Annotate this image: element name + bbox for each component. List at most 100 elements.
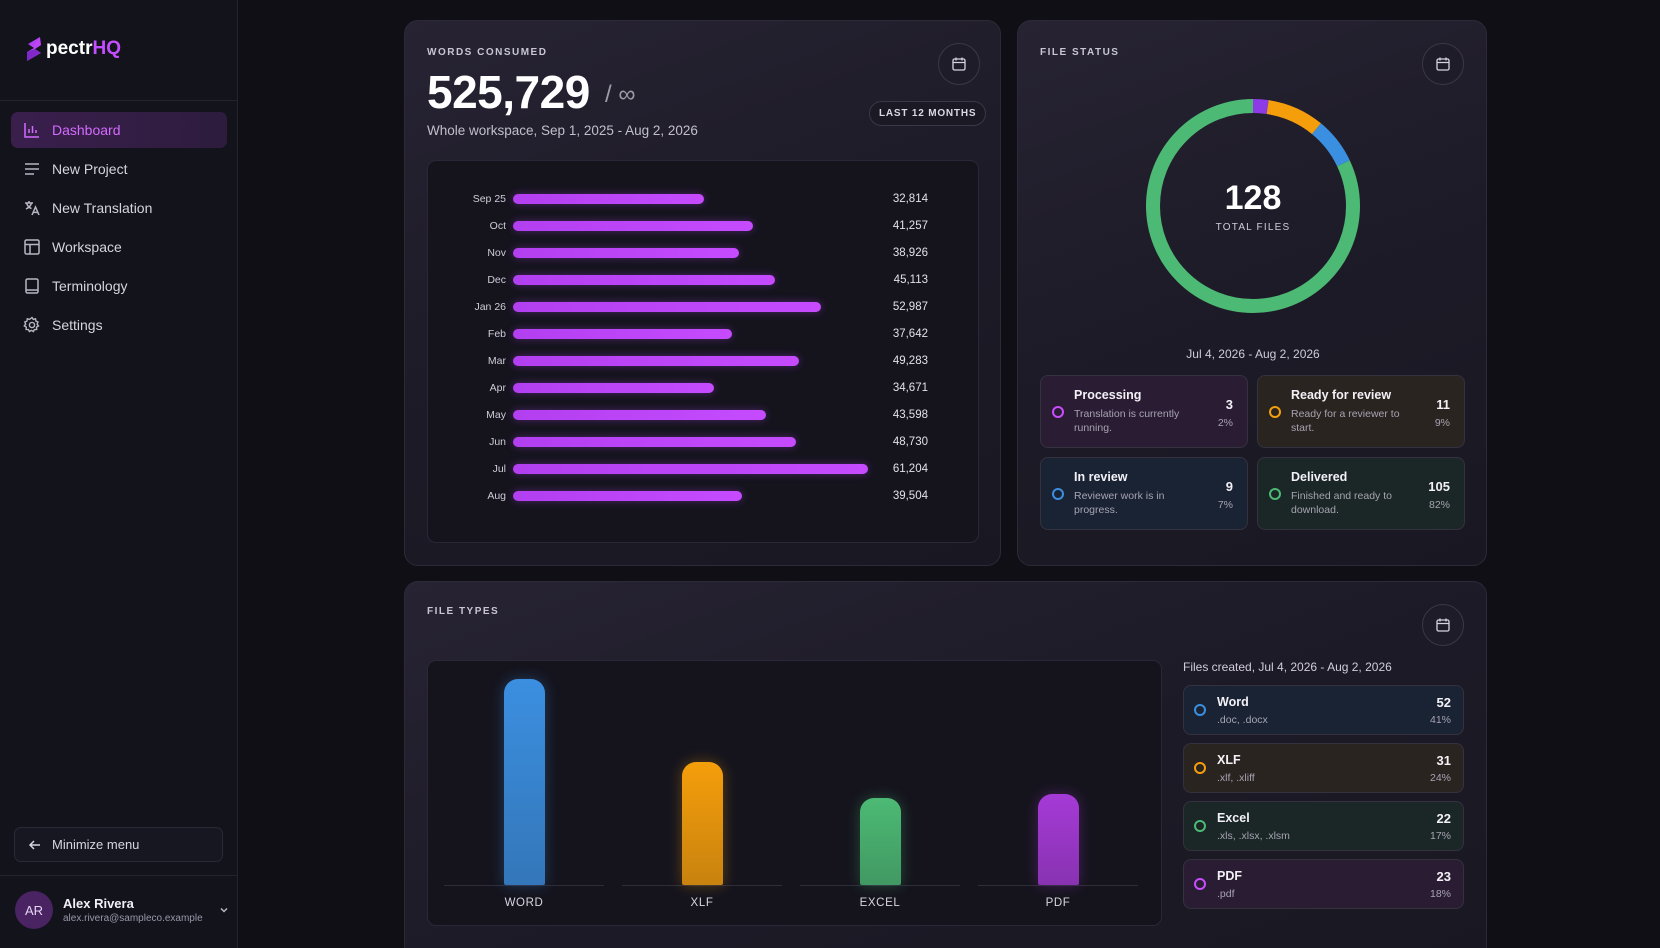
chart-bar[interactable]: [513, 356, 799, 366]
type-card-word[interactable]: Word .doc, .docx 52 41%: [1183, 685, 1464, 735]
calendar-button[interactable]: [1422, 604, 1464, 646]
chart-bar[interactable]: [513, 302, 821, 312]
chart-bar[interactable]: [513, 194, 704, 204]
file-status-donut: [1146, 99, 1360, 313]
chevron-down-icon: [220, 907, 228, 913]
donut-slice[interactable]: [1146, 99, 1360, 313]
type-count: 31: [1436, 753, 1451, 768]
chart-bar[interactable]: [513, 329, 732, 339]
status-count: 105: [1428, 479, 1450, 494]
minimize-menu-button[interactable]: Minimize menu: [14, 827, 223, 862]
chart-tick-label: PDF: [1045, 897, 1071, 909]
user-name: Alex Rivera: [63, 896, 134, 911]
chart-tick-label: Aug: [487, 490, 506, 502]
sidebar-item-workspace[interactable]: Workspace: [11, 229, 227, 265]
sidebar-nav: Dashboard New Project New Translation Wo…: [11, 112, 227, 346]
sidebar-item-dashboard[interactable]: Dashboard: [11, 112, 227, 148]
logo[interactable]: pectr HQ: [24, 34, 121, 64]
chart-tick-label: Feb: [487, 328, 506, 340]
layout-icon: [23, 238, 41, 256]
chart-row: Jun 48,730: [428, 434, 980, 450]
status-card-delivered[interactable]: Delivered Finished and ready to download…: [1257, 457, 1465, 530]
sidebar-item-terminology[interactable]: Terminology: [11, 268, 227, 304]
chart-bar[interactable]: [682, 762, 723, 885]
status-pct: 9%: [1434, 417, 1450, 429]
type-dot-icon: [1194, 820, 1206, 832]
type-card-xlf[interactable]: XLF .xlf, .xliff 31 24%: [1183, 743, 1464, 793]
chart-data-label: 32,814: [892, 193, 928, 205]
chart-bar[interactable]: [513, 464, 868, 474]
chart-bar[interactable]: [513, 491, 742, 501]
donut-center: 128 TOTAL FILES: [1144, 97, 1362, 315]
type-title: Word: [1217, 695, 1249, 709]
chart-tick-label: Dec: [487, 274, 506, 286]
type-title: Excel: [1217, 811, 1250, 825]
words-total: 525,729: [427, 66, 590, 118]
chart-row: Apr 34,671: [428, 380, 980, 396]
status-pct: 2%: [1217, 417, 1233, 429]
sidebar-item-new-translation[interactable]: New Translation: [11, 190, 227, 226]
chart-data-label: 37,642: [892, 328, 928, 340]
type-pct: 17%: [1429, 830, 1451, 842]
chart-tick-label: Jan 26: [474, 301, 506, 313]
chart-bar[interactable]: [513, 437, 796, 447]
avatar: AR: [15, 891, 53, 929]
chart-bar[interactable]: [513, 410, 766, 420]
chart-data-label: 41,257: [892, 220, 928, 232]
status-count: 11: [1436, 397, 1450, 412]
chart-bar[interactable]: [513, 383, 714, 393]
sidebar-item-label: New Project: [52, 161, 128, 177]
translate-icon: [23, 199, 41, 217]
status-card-in-review[interactable]: In review Reviewer work is in progress. …: [1040, 457, 1248, 530]
total-files-count: 128: [1224, 179, 1282, 217]
sidebar-item-label: Workspace: [52, 239, 122, 255]
chart-row: Aug 39,504: [428, 488, 980, 504]
calendar-button[interactable]: [938, 43, 980, 85]
type-ext: .pdf: [1217, 888, 1235, 900]
file-types-card: FILE TYPES WORD XLF EXCEL PDF Files created…: [404, 581, 1487, 948]
sidebar: pectr HQ Dashboard New Project New Transl…: [0, 0, 238, 948]
chart-bar[interactable]: [504, 679, 545, 885]
logo-name: pectr: [46, 38, 93, 59]
type-count: 22: [1436, 811, 1451, 826]
user-menu[interactable]: AR Alex Rivera alex.rivera@sampleco.exam…: [15, 890, 230, 930]
sidebar-item-label: New Translation: [52, 200, 153, 216]
status-card-ready-for-review[interactable]: Ready for review Ready for a reviewer to…: [1257, 375, 1465, 448]
type-ext: .xlf, .xliff: [1217, 772, 1255, 784]
status-dot-icon: [1052, 406, 1064, 418]
bar-chart-icon: [23, 121, 41, 139]
type-card-pdf[interactable]: PDF .pdf 23 18%: [1183, 859, 1464, 909]
type-card-excel[interactable]: Excel .xls, .xlsx, .xlsm 22 17%: [1183, 801, 1464, 851]
status-card-processing[interactable]: Processing Translation is currently runn…: [1040, 375, 1248, 448]
list-icon: [23, 160, 41, 178]
type-dot-icon: [1194, 762, 1206, 774]
chart-bar[interactable]: [513, 221, 753, 231]
status-title: Ready for review: [1291, 388, 1392, 402]
type-ext: .xls, .xlsx, .xlsm: [1217, 830, 1290, 842]
words-limit: / ∞: [605, 81, 636, 108]
calendar-button[interactable]: [1422, 43, 1464, 85]
monthly-words-chart: Sep 25 32,814 Oct 41,257 Nov 38,926 Dec 45,113 J…: [427, 160, 979, 543]
chart-data-label: 61,204: [892, 463, 928, 475]
chart-row: Oct 41,257: [428, 218, 980, 234]
chart-bar[interactable]: [1038, 794, 1079, 885]
total-files-label: TOTAL FILES: [1215, 222, 1291, 233]
chart-bar[interactable]: [860, 798, 901, 885]
chart-row: Dec 45,113: [428, 272, 980, 288]
status-title: In review: [1074, 470, 1128, 484]
chart-data-label: 48,730: [892, 436, 928, 448]
chart-tick-label: Oct: [489, 220, 506, 232]
user-email: alex.rivera@sampleco.example: [63, 913, 203, 924]
chart-data-label: 34,671: [892, 382, 928, 394]
chart-bar[interactable]: [513, 248, 739, 258]
type-pct: 24%: [1429, 772, 1451, 784]
sidebar-item-new-project[interactable]: New Project: [11, 151, 227, 187]
chart-bar[interactable]: [513, 275, 775, 285]
chart-row: Feb 37,642: [428, 326, 980, 342]
sidebar-item-settings[interactable]: Settings: [11, 307, 227, 343]
sidebar-divider: [0, 875, 238, 876]
range-pill[interactable]: LAST 12 MONTHS: [869, 101, 987, 126]
chart-data-label: 45,113: [893, 274, 928, 286]
chart-tick-label: Jul: [492, 463, 506, 475]
sidebar-divider: [0, 100, 238, 101]
